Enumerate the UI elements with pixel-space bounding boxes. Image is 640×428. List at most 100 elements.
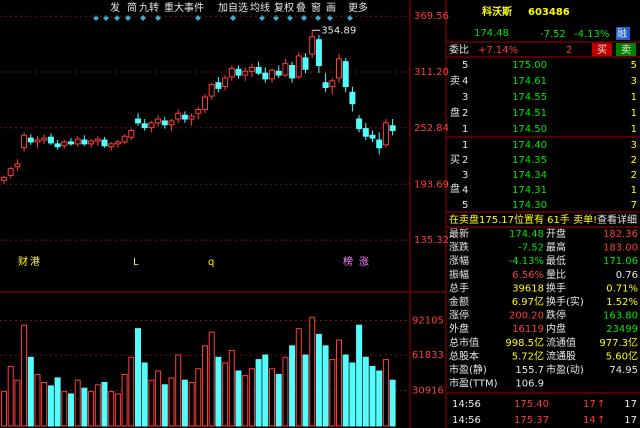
candle-body [282,63,289,76]
event-icon [93,15,99,21]
book-price: 174.51 [512,108,547,119]
book-price: 175.00 [512,60,547,71]
volume-bar [349,362,356,427]
stat-label: 总市值 [449,336,479,349]
candle-body [222,77,229,88]
candle-body [161,120,168,126]
book-volume: 3 [631,76,637,87]
stat-value: -4.13% [509,256,544,267]
buy-btn-bg[interactable] [592,43,612,56]
volume-bar [108,391,115,427]
candle-body [228,67,235,78]
volume-bar [336,339,342,427]
candle-body [289,65,296,79]
book-side: 卖 [450,75,460,87]
toolbar-button[interactable]: 加自选 [218,1,248,14]
book-price: 174.35 [512,155,547,166]
toolbar-button[interactable]: 简 [127,1,137,14]
book-price: 174.40 [512,140,547,151]
trade-arrow: ↑ [597,399,605,410]
stat-label: 换手(实) [546,295,584,308]
ratio-label: 委比 [449,43,469,56]
event-icon [103,15,109,21]
level: 1 [462,140,468,151]
volume-bar [114,393,121,427]
stat-value: 0.71% [606,283,638,294]
stat-value: 977.3亿 [599,336,638,349]
level: 3 [462,92,468,103]
stat-label: 金额 [449,295,469,308]
stat-label: 总手 [449,281,469,294]
volume-bar [34,373,41,427]
candle-body [68,141,74,145]
event-icon [273,15,279,21]
candle-body [47,136,54,144]
volume-bar [282,356,289,427]
stat-value: 0.76 [616,270,638,281]
event-marker[interactable]: q [208,257,214,268]
volume-bar [362,356,369,427]
volume-bar [222,362,229,427]
stat-label: 总股本 [449,349,479,362]
toolbar-button[interactable]: 复权 [274,1,294,14]
trade-volume: 14 [583,415,596,426]
y-tick-label: 369.56 [414,11,449,22]
stat-label: 流通股 [546,349,576,362]
event-marker[interactable]: L [133,257,139,268]
level: 2 [462,108,468,119]
sell-button[interactable]: 卖 [621,44,631,56]
stat-label: 市盈(静) [449,363,487,376]
notice-link[interactable]: 查看详细 [597,213,637,226]
book-price: 174.50 [512,124,547,135]
stat-label: 涨幅 [449,254,469,267]
stat-label: 振幅 [449,268,469,281]
event-marker[interactable]: 港 [30,256,40,268]
candle-body [302,57,309,70]
candle-body [7,168,14,176]
toolbar-button[interactable]: 画 [326,3,336,14]
volume-bar [309,316,316,427]
book-volume: 5 [631,60,637,71]
toolbar-button[interactable]: 重大事件 [164,1,204,14]
volume-bar [47,385,54,427]
event-marker[interactable]: 榜 [343,255,353,268]
trade-count: 17 [624,399,637,410]
toolbar-button[interactable]: 九转 [139,1,159,14]
volume-bar [41,381,48,427]
book-volume: 1 [631,185,637,196]
toolbar-button[interactable]: 发 [110,1,120,14]
volume-bar [248,368,255,427]
book-volume: 7 [631,200,637,211]
ratio: +7.14% [478,45,518,56]
buy-button[interactable]: 买 [597,44,607,56]
toolbar-button[interactable]: 窗 [311,1,321,14]
candle-body [269,69,275,80]
stat-value: 16119 [512,324,544,335]
volume-bar [161,384,168,427]
event-marker[interactable]: 财 [18,255,28,268]
event-marker[interactable]: 涨 [359,256,369,268]
toolbar-button[interactable]: 均线 [250,1,270,14]
volume-bar [1,391,7,427]
stat-label: 最低 [546,254,566,267]
sell-btn-bg[interactable] [616,43,636,56]
level: 1 [462,124,468,135]
trade-time: 14:56 [452,399,481,410]
candle-body [108,143,115,148]
candle-body [215,82,222,89]
toolbar-button[interactable]: 更多 [348,1,368,14]
stock-code: 603486 [528,7,570,18]
candle-body [315,39,322,67]
stat-value: 5.60亿 [606,349,638,362]
toolbar-button[interactable]: 叠 [296,2,306,14]
trade-price: 175.40 [514,399,549,410]
volume-bar [54,377,61,427]
trade-count: 17 [624,415,637,426]
candle-body [376,139,383,149]
level: 5 [462,200,468,211]
stat-label: 外盘 [449,322,469,335]
candle-body [21,134,28,149]
book-side: 买 [450,154,460,166]
stat-label: 市盈(TTM) [449,377,498,390]
candle-body [275,70,282,76]
